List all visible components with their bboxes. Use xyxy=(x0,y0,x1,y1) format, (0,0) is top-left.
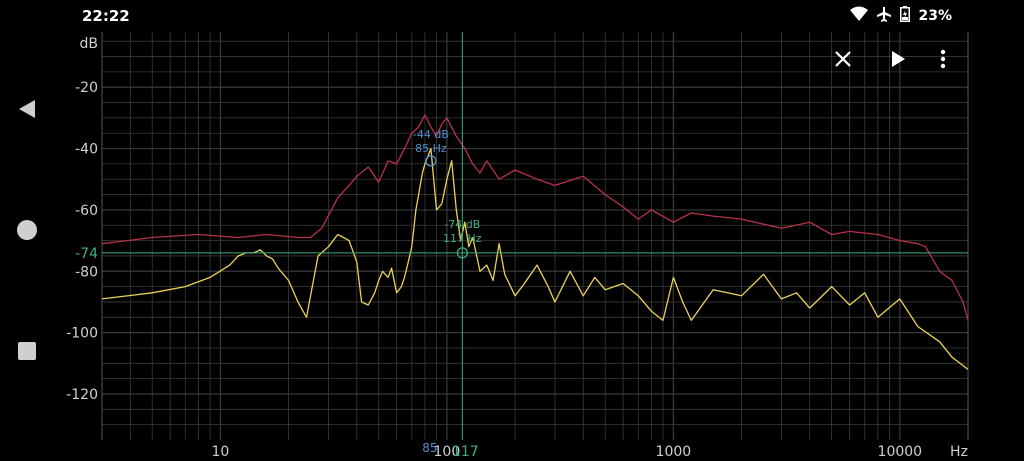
cursor-hz-label: 117 Hz xyxy=(443,232,482,245)
cursor-db-label: -74 dB xyxy=(444,218,480,231)
back-button[interactable] xyxy=(14,96,40,122)
play-button[interactable] xyxy=(883,44,913,74)
home-icon xyxy=(17,220,37,240)
cursor-db-label: -44 dB xyxy=(413,128,449,141)
cursor-axis-label: 117 xyxy=(452,444,479,460)
play-icon xyxy=(892,51,905,67)
status-icons: 23% xyxy=(850,6,952,26)
recents-icon xyxy=(18,342,36,360)
y-tick-label: -100 xyxy=(66,326,98,342)
cursor-circle xyxy=(456,247,468,259)
more-vert-icon xyxy=(940,49,946,69)
y-tick-label: -40 xyxy=(75,142,98,158)
airplane-mode-icon xyxy=(876,6,892,26)
close-icon xyxy=(835,51,851,67)
navigation-bar xyxy=(0,32,56,461)
cursor-circle xyxy=(425,155,437,167)
y-tick-label: -60 xyxy=(75,203,98,219)
close-button[interactable] xyxy=(828,44,858,74)
y-axis-unit-label: dB xyxy=(80,36,99,52)
cursor-hz-label: 85 Hz xyxy=(415,142,447,155)
recents-button[interactable] xyxy=(14,338,40,364)
x-tick-label: 10 xyxy=(212,444,230,460)
x-tick-label: 100 xyxy=(434,444,461,460)
home-button[interactable] xyxy=(14,217,40,243)
y-tick-label: -120 xyxy=(66,387,98,403)
y-tick-label: -80 xyxy=(75,264,98,280)
spectrum-trace xyxy=(101,147,969,370)
battery-percent: 23% xyxy=(918,8,952,24)
cursor-axis-label: 85 xyxy=(422,441,437,455)
x-tick-label: 1000 xyxy=(656,444,692,460)
more-options-button[interactable] xyxy=(928,44,958,74)
cursor-level-label: -74 xyxy=(75,246,98,262)
status-bar: 22:22 23% xyxy=(0,0,1024,32)
x-tick-label: 10000 xyxy=(878,444,923,460)
status-time: 22:22 xyxy=(82,7,130,25)
x-axis-unit-label: Hz xyxy=(950,444,968,460)
battery-charging-icon xyxy=(900,6,911,26)
back-icon xyxy=(19,100,35,118)
y-tick-label: -20 xyxy=(75,80,98,96)
peak-hold-trace xyxy=(101,114,969,321)
wifi-icon xyxy=(850,6,869,26)
